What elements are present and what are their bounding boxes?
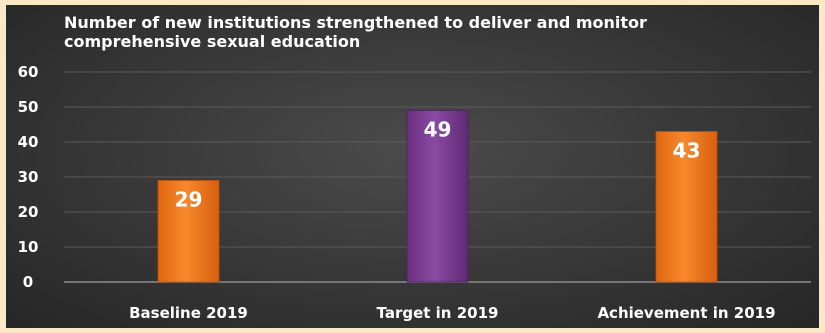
bar-target-in-2019 [406,110,469,283]
x-tick-label: Target in 2019 [377,304,499,322]
y-tick-label: 60 [18,63,39,81]
chart-title: Number of new institutions strengthened … [64,13,647,51]
labels: 29 Baseline 2019 49 Target in 2019 43 Achieve… [129,118,775,323]
data-label: 49 [424,118,452,142]
data-label: 29 [175,188,203,212]
bars [157,110,718,283]
x-tick-label: Baseline 2019 [129,304,248,322]
data-label: 43 [673,139,701,163]
bar-baseline-2019 [157,180,220,283]
y-tick-label: 50 [18,98,39,116]
bar-achievement-in-2019 [655,131,718,283]
y-tick-label: 40 [18,133,39,151]
bar-chart: 0 10 20 30 40 50 60 29 Baseline 2019 49 Target in… [18,63,811,323]
y-tick-label: 30 [18,168,39,186]
x-tick-label: Achievement in 2019 [597,304,775,322]
y-tick-label: 0 [23,273,33,291]
y-tick-label: 10 [18,238,39,256]
chart-frame: Number of new institutions strengthened … [6,5,819,328]
y-tick-label: 20 [18,203,39,221]
